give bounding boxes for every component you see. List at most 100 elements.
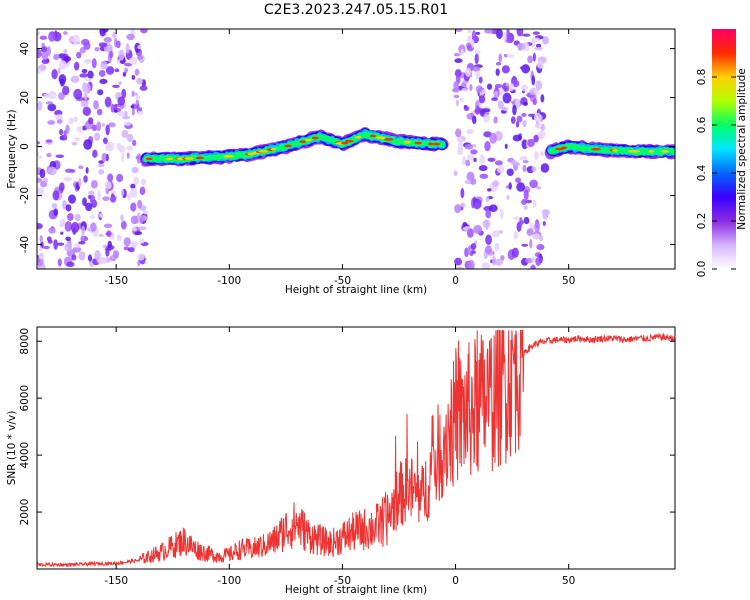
noise-blob <box>93 100 99 110</box>
noise-blob <box>538 131 543 140</box>
noise-blob <box>484 245 492 255</box>
noise-blob <box>531 75 536 86</box>
snr-ytick-label: 2000 <box>19 499 31 526</box>
spectrogram-ytick-label: 40 <box>19 42 31 55</box>
noise-blob <box>105 248 110 257</box>
snr-xtick-label: -100 <box>217 575 241 587</box>
spectrogram-xtick-label: -150 <box>104 275 128 287</box>
noise-blob <box>81 68 88 74</box>
noise-blob <box>112 31 117 39</box>
noise-blob <box>97 89 104 96</box>
noise-blob <box>486 83 493 90</box>
noise-blob <box>540 163 550 173</box>
noise-blob <box>478 95 486 104</box>
noise-blob <box>506 168 514 176</box>
noise-blob <box>542 221 546 227</box>
noise-blob <box>454 204 462 214</box>
noise-blob <box>139 215 144 224</box>
noise-blob <box>102 29 109 33</box>
noise-blob <box>515 177 521 183</box>
noise-blob <box>107 240 113 249</box>
noise-blob <box>540 94 545 103</box>
noise-blob <box>506 29 511 40</box>
noise-blob <box>57 258 62 267</box>
noise-blob <box>98 169 105 175</box>
noise-blob <box>465 159 471 167</box>
noise-blob <box>114 109 118 113</box>
noise-blob <box>131 107 135 116</box>
noise-blob <box>63 56 72 62</box>
noise-blob <box>58 60 67 70</box>
signal-hotspot <box>379 136 385 140</box>
noise-blob <box>521 199 527 205</box>
noise-blob <box>101 152 107 163</box>
noise-blob <box>94 46 100 52</box>
noise-blob <box>90 195 95 205</box>
noise-blob <box>129 187 138 199</box>
colorbar-tick-label: 0.6 <box>696 116 708 133</box>
noise-blob <box>57 67 61 75</box>
colorbar-tick-label: 0.0 <box>696 261 708 278</box>
noise-blob <box>97 190 101 201</box>
noise-blob <box>519 65 528 70</box>
noise-blob <box>453 80 459 92</box>
noise-blob <box>454 69 462 78</box>
noise-blob <box>527 138 535 148</box>
noise-blob <box>59 78 66 87</box>
noise-blob <box>137 45 142 50</box>
noise-blob <box>131 75 136 80</box>
noise-blob <box>529 238 533 249</box>
noise-blob <box>470 149 478 155</box>
snr-xtick-label: 50 <box>562 575 575 587</box>
noise-blob <box>122 71 127 77</box>
noise-blob <box>124 67 128 74</box>
signal-hotspot <box>369 134 376 138</box>
noise-blob <box>499 208 504 220</box>
noise-blob <box>516 182 525 192</box>
noise-blob <box>531 37 541 43</box>
noise-blob <box>63 129 67 141</box>
spectrogram-ytick-label: -20 <box>19 187 31 204</box>
noise-blob <box>120 214 124 222</box>
noise-blob <box>522 33 531 37</box>
noise-blob <box>533 134 539 143</box>
noise-blob <box>126 133 134 143</box>
noise-blob <box>112 250 120 259</box>
noise-blob <box>112 84 120 88</box>
noise-blob <box>495 61 502 66</box>
noise-blob <box>71 142 78 146</box>
noise-blob <box>114 68 120 73</box>
noise-blob <box>37 68 42 75</box>
noise-blob <box>142 210 148 215</box>
noise-blob <box>99 78 108 85</box>
noise-blob <box>116 40 121 49</box>
noise-blob <box>123 246 130 251</box>
noise-blob <box>533 112 542 123</box>
signal-hotspot <box>299 140 307 143</box>
signal-hotspot <box>428 142 434 146</box>
noise-blob <box>120 220 127 230</box>
spectrogram-xtick-label: 50 <box>562 275 575 287</box>
noise-blob <box>63 176 73 182</box>
noise-blob <box>110 103 115 113</box>
noise-blob <box>88 190 95 196</box>
noise-blob <box>105 124 110 136</box>
noise-blob <box>453 94 460 99</box>
signal-hotspot <box>145 157 153 161</box>
noise-blob <box>124 62 133 67</box>
noise-blob <box>542 213 549 220</box>
noise-blob <box>492 180 500 188</box>
noise-blob <box>498 230 504 234</box>
noise-blob <box>494 242 500 252</box>
noise-blob <box>64 243 73 252</box>
noise-blob <box>500 254 505 261</box>
noise-blob <box>71 254 77 261</box>
noise-blob <box>53 208 59 216</box>
noise-blob <box>72 246 82 253</box>
noise-blob <box>67 212 74 221</box>
noise-blob <box>73 88 83 100</box>
noise-blob <box>505 82 509 87</box>
noise-blob <box>79 47 86 54</box>
noise-blob <box>38 155 43 159</box>
signal-hotspot <box>270 147 277 151</box>
